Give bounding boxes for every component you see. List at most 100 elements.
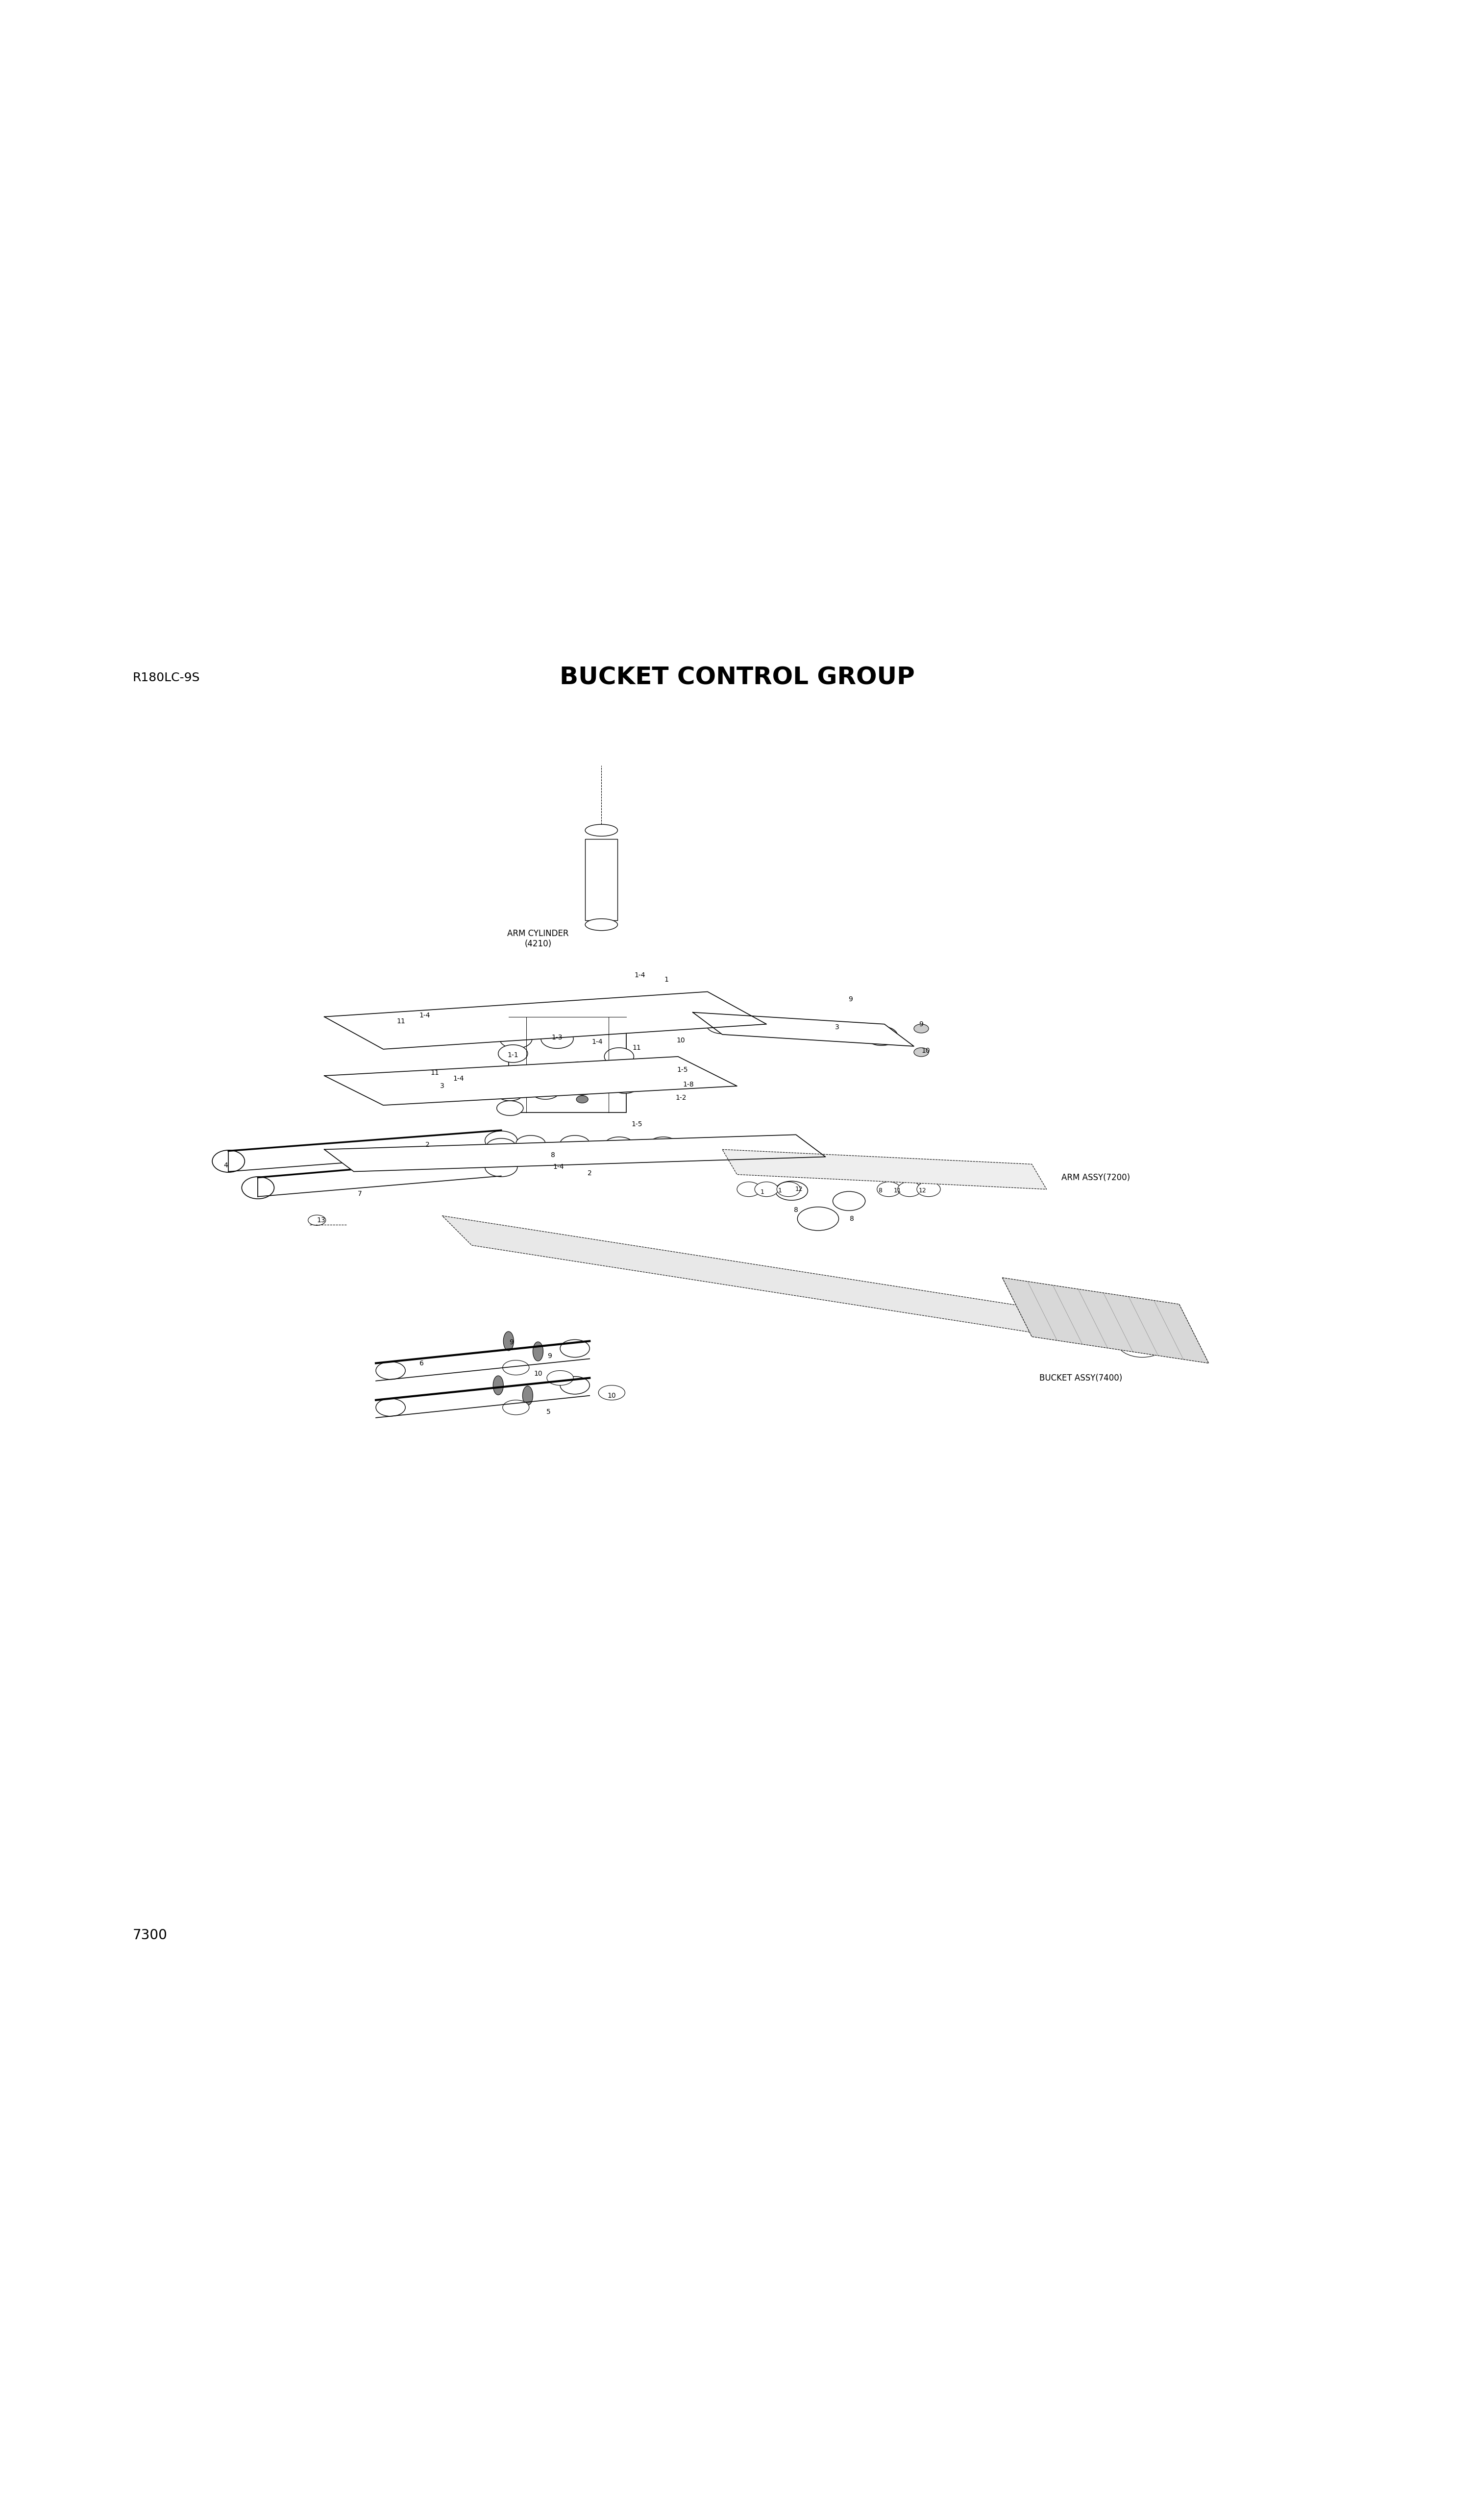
Ellipse shape [898, 1182, 921, 1197]
Text: 1-2: 1-2 [675, 1094, 687, 1101]
Text: 10: 10 [677, 1036, 685, 1043]
Text: 13: 13 [317, 1217, 326, 1225]
Ellipse shape [865, 1026, 898, 1046]
Text: 3: 3 [836, 1023, 839, 1031]
Ellipse shape [585, 920, 618, 930]
Polygon shape [1002, 1278, 1209, 1363]
Text: 9: 9 [849, 995, 852, 1003]
Ellipse shape [560, 1137, 590, 1152]
Ellipse shape [377, 1021, 404, 1033]
Text: 12: 12 [918, 1187, 927, 1194]
Text: 11: 11 [397, 1018, 405, 1026]
Ellipse shape [242, 1177, 274, 1200]
Ellipse shape [547, 1371, 573, 1386]
Text: 11: 11 [893, 1187, 902, 1194]
Text: 1-1: 1-1 [507, 1051, 519, 1058]
Ellipse shape [797, 1207, 839, 1230]
Ellipse shape [612, 1079, 638, 1094]
Text: 1: 1 [761, 1189, 764, 1194]
Ellipse shape [940, 1167, 970, 1184]
Ellipse shape [516, 1137, 545, 1152]
Bar [509, 1016, 626, 1114]
Ellipse shape [497, 1101, 523, 1116]
Ellipse shape [560, 1341, 590, 1358]
Text: ARM ASSY(7200): ARM ASSY(7200) [1061, 1172, 1131, 1182]
Text: 8: 8 [850, 1215, 853, 1222]
Text: 1-4: 1-4 [634, 973, 646, 978]
Ellipse shape [649, 1137, 678, 1154]
Text: R180LC-9S: R180LC-9S [133, 673, 200, 683]
Ellipse shape [376, 1361, 405, 1378]
Ellipse shape [604, 1048, 634, 1066]
Ellipse shape [531, 1081, 560, 1099]
Text: 8: 8 [879, 1187, 881, 1194]
Ellipse shape [693, 1139, 722, 1157]
Text: 1-4: 1-4 [453, 1076, 464, 1081]
Text: 12: 12 [794, 1187, 803, 1192]
Ellipse shape [870, 1162, 899, 1179]
Ellipse shape [485, 1157, 517, 1177]
Ellipse shape [914, 1023, 929, 1033]
Ellipse shape [917, 1182, 940, 1197]
Text: 4: 4 [224, 1162, 227, 1169]
Text: ARM CYLINDER
(4210): ARM CYLINDER (4210) [507, 930, 569, 948]
Text: 1-4: 1-4 [591, 1038, 603, 1046]
Text: 1-8: 1-8 [682, 1081, 694, 1089]
Ellipse shape [541, 1028, 573, 1048]
Ellipse shape [775, 1182, 808, 1200]
Polygon shape [722, 1149, 1047, 1189]
Text: 9: 9 [510, 1338, 513, 1346]
Ellipse shape [830, 1159, 859, 1177]
Text: 1: 1 [778, 1187, 781, 1194]
Ellipse shape [395, 1076, 425, 1091]
Ellipse shape [522, 1386, 534, 1406]
Text: 1-4: 1-4 [553, 1164, 565, 1172]
Polygon shape [324, 1056, 737, 1106]
Text: 3: 3 [441, 1084, 444, 1089]
Ellipse shape [737, 1182, 761, 1197]
Ellipse shape [485, 1131, 517, 1149]
Text: 7: 7 [358, 1189, 361, 1197]
Text: BUCKET CONTROL GROUP: BUCKET CONTROL GROUP [560, 665, 914, 690]
Text: 1-4: 1-4 [419, 1013, 430, 1018]
Ellipse shape [572, 1061, 584, 1068]
Ellipse shape [976, 1169, 1005, 1187]
Text: 1-5: 1-5 [677, 1066, 688, 1074]
Text: BUCKET ASSY(7400): BUCKET ASSY(7400) [1039, 1373, 1122, 1383]
Text: 10: 10 [607, 1391, 616, 1399]
Text: 11: 11 [632, 1043, 641, 1051]
Polygon shape [693, 1013, 914, 1046]
Text: 2: 2 [588, 1169, 591, 1177]
Ellipse shape [585, 824, 618, 837]
Ellipse shape [503, 1401, 529, 1414]
Ellipse shape [907, 1164, 936, 1182]
Text: 11: 11 [430, 1068, 439, 1076]
Text: 8: 8 [794, 1207, 797, 1212]
Ellipse shape [492, 1376, 503, 1396]
Ellipse shape [567, 1076, 597, 1094]
Ellipse shape [498, 1046, 528, 1063]
Text: 9: 9 [920, 1021, 923, 1028]
Text: 1-5: 1-5 [631, 1121, 643, 1129]
Ellipse shape [733, 1152, 762, 1169]
Text: 1-3: 1-3 [551, 1033, 563, 1041]
Ellipse shape [376, 1399, 405, 1416]
Ellipse shape [560, 1376, 590, 1394]
Bar [585, 839, 618, 920]
Ellipse shape [755, 1182, 778, 1197]
Ellipse shape [877, 1182, 901, 1197]
Text: 9: 9 [548, 1353, 551, 1358]
Ellipse shape [833, 1192, 865, 1210]
Ellipse shape [500, 1028, 532, 1048]
Ellipse shape [532, 1341, 542, 1361]
Text: 6: 6 [420, 1361, 423, 1366]
Polygon shape [442, 1215, 1135, 1348]
Text: 7300: 7300 [133, 1928, 168, 1943]
Ellipse shape [796, 1154, 825, 1172]
Text: 10: 10 [534, 1371, 542, 1376]
Ellipse shape [1117, 1326, 1167, 1358]
Text: 10: 10 [921, 1048, 930, 1053]
Text: 1: 1 [665, 975, 668, 983]
Ellipse shape [429, 1026, 455, 1041]
Ellipse shape [706, 1016, 738, 1033]
